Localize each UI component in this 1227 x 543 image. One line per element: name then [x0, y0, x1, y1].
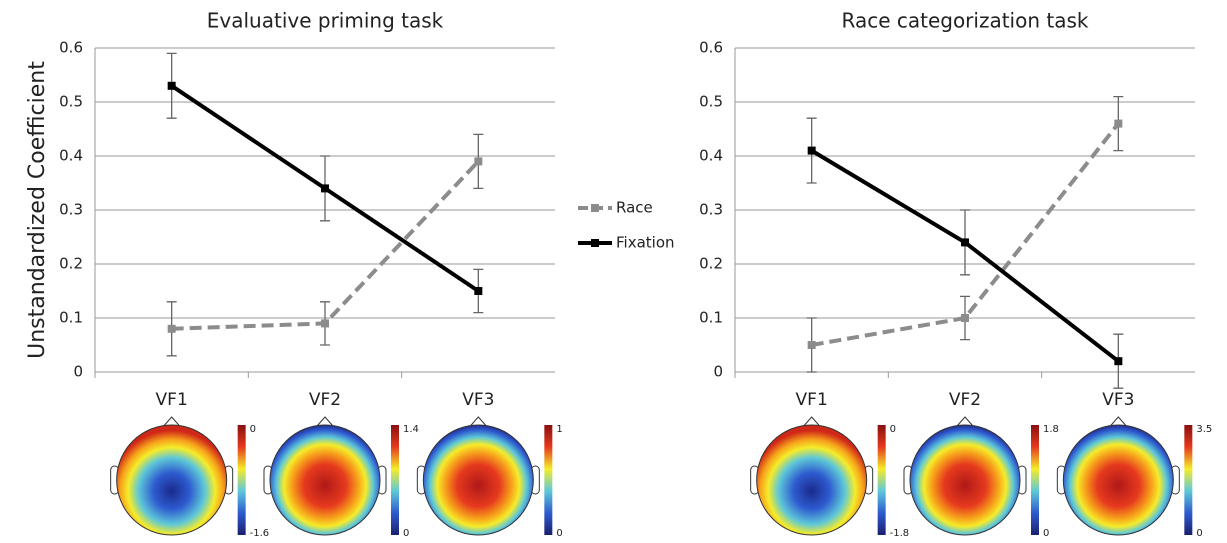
- y-tick-label: 0.2: [59, 255, 83, 273]
- x-tick-label: VF1: [796, 390, 828, 410]
- topomap: [909, 424, 1021, 536]
- point-marker: [474, 157, 483, 166]
- legend-label: Fixation: [616, 234, 675, 252]
- point-marker: [807, 341, 816, 349]
- y-tick-label: 0.4: [699, 147, 723, 165]
- x-tick-label: VF3: [462, 390, 494, 410]
- y-tick-label: 0.4: [59, 147, 83, 165]
- scalp-nose: [1109, 416, 1127, 427]
- y-tick-label: 0.6: [59, 39, 83, 57]
- point-marker: [807, 146, 816, 155]
- scalp-nose: [469, 416, 487, 427]
- x-tick-label: VF2: [309, 390, 341, 410]
- colorbar: [237, 425, 246, 535]
- y-tick-label: 0.5: [699, 93, 723, 111]
- legend-label: Race: [616, 199, 653, 217]
- x-tick-label: VF3: [1102, 390, 1134, 410]
- colorbar-max: 1: [556, 424, 562, 435]
- y-tick-label: 0: [713, 363, 723, 381]
- y-tick-label: 0: [73, 363, 83, 381]
- point-marker: [321, 184, 329, 193]
- point-marker: [321, 319, 329, 328]
- point-marker: [1114, 119, 1123, 128]
- legend-marker: [591, 239, 599, 247]
- colorbar-min: -1.6: [250, 528, 270, 539]
- colorbar-max: 3.5: [1196, 424, 1212, 435]
- chart-title: Race categorization task: [841, 9, 1088, 33]
- y-axis-label: Unstandardized Coefficient: [25, 61, 50, 359]
- y-tick-label: 0.3: [59, 201, 83, 219]
- colorbar: [391, 425, 399, 535]
- y-tick-label: 0.5: [59, 93, 83, 111]
- topomap: [269, 424, 381, 536]
- point-marker: [1114, 357, 1123, 366]
- scalp-nose: [803, 416, 821, 427]
- topomap: [422, 424, 534, 536]
- topomap: [756, 424, 868, 536]
- colorbar-min: -1.8: [890, 528, 910, 539]
- point-marker: [961, 314, 969, 322]
- colorbar-max: 1.4: [403, 424, 419, 435]
- point-marker: [167, 324, 176, 333]
- colorbar: [544, 425, 553, 535]
- x-tick-label: VF2: [949, 390, 981, 410]
- chart-title: Evaluative priming task: [207, 9, 444, 33]
- colorbar-min: 0: [1196, 528, 1202, 539]
- y-tick-label: 0.1: [699, 309, 723, 327]
- scalp-nose: [956, 416, 974, 427]
- scalp-nose: [163, 416, 181, 427]
- colorbar-min: 0: [403, 528, 409, 539]
- colorbar-max: 0: [890, 424, 896, 435]
- scalp-nose: [316, 416, 334, 427]
- colorbar-max: 0: [250, 424, 256, 435]
- colorbar-min: 0: [556, 528, 562, 539]
- y-tick-label: 0.1: [59, 309, 83, 327]
- colorbar: [1031, 425, 1039, 535]
- legend-marker: [591, 204, 599, 212]
- point-marker: [167, 81, 176, 90]
- x-tick-label: VF1: [156, 390, 188, 410]
- colorbar: [1184, 425, 1193, 535]
- point-marker: [474, 287, 483, 295]
- y-tick-label: 0.6: [699, 39, 723, 57]
- colorbar-max: 1.8: [1043, 424, 1059, 435]
- colorbar-min: 0: [1043, 528, 1049, 539]
- topomap: [116, 424, 228, 536]
- point-marker: [961, 238, 969, 247]
- y-tick-label: 0.2: [699, 255, 723, 273]
- y-tick-label: 0.3: [699, 201, 723, 219]
- colorbar: [877, 425, 886, 535]
- topomap: [1062, 424, 1174, 536]
